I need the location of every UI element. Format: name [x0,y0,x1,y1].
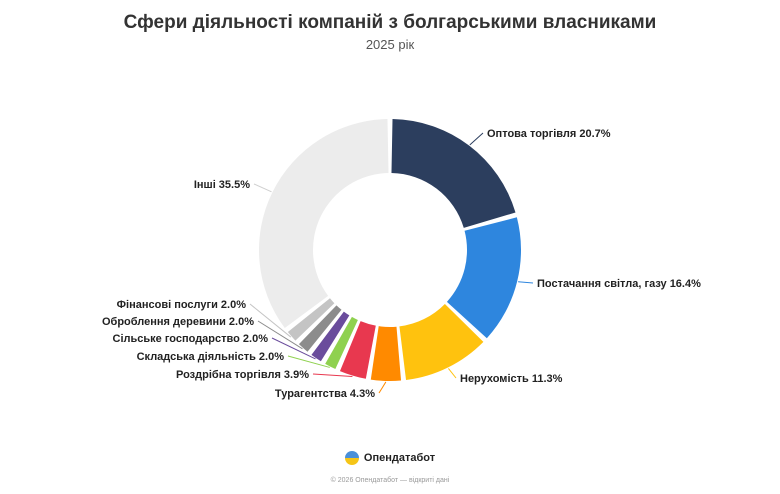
leader-line-7 [257,320,303,350]
donut-slices [259,119,521,381]
slice-label-6: Сільське господарство 2.0% [113,333,269,345]
slice-4 [339,321,376,379]
opendatabot-logo-icon [344,451,359,465]
leader-line-1 [518,281,534,284]
slice-label-5: Складська діяльність 2.0% [137,351,285,363]
leader-line-0 [469,132,484,146]
slice-label-4: Роздрібна торгівля 3.9% [176,369,309,381]
leader-line-3 [378,381,387,394]
slice-9 [259,119,389,329]
leader-line-8 [249,303,292,338]
footer-copyright: © 2026 Опендатабот — відкриті дані [330,477,450,484]
slice-8 [287,298,335,341]
brand: Опендатабот [0,451,780,465]
leader-line-5 [287,355,330,368]
slice-3 [370,326,402,381]
slice-2 [399,303,484,381]
slice-label-0: Оптова торгівля 20.7% [487,128,611,140]
slice-label-7: Оброблення деревини 2.0% [102,316,254,328]
slice-0 [391,119,516,228]
slice-labels: Оптова торгівля 20.7% Постачання світла, … [102,128,701,400]
chart-title: Сфери діяльності компаній з болгарськими… [123,12,657,33]
leader-line-6 [271,337,316,360]
slice-5 [325,316,358,370]
brand-name: Опендатабот [363,452,436,464]
slice-1 [446,217,521,339]
leader-line-4 [312,373,353,378]
leader-line-9 [253,183,272,193]
slice-label-8: Фінансові послуги 2.0% [117,299,247,311]
leader-lines [249,132,534,394]
slice-label-9: Інші 35.5% [194,179,250,191]
leader-line-2 [447,368,457,379]
chart-subtitle: 2025 рік [365,37,415,52]
slice-7 [298,305,342,352]
slice-label-3: Турагентства 4.3% [275,388,375,400]
slice-6 [311,311,350,362]
slice-label-1: Постачання світла, газу 16.4% [537,278,701,290]
slice-label-2: Нерухомість 11.3% [460,373,563,385]
